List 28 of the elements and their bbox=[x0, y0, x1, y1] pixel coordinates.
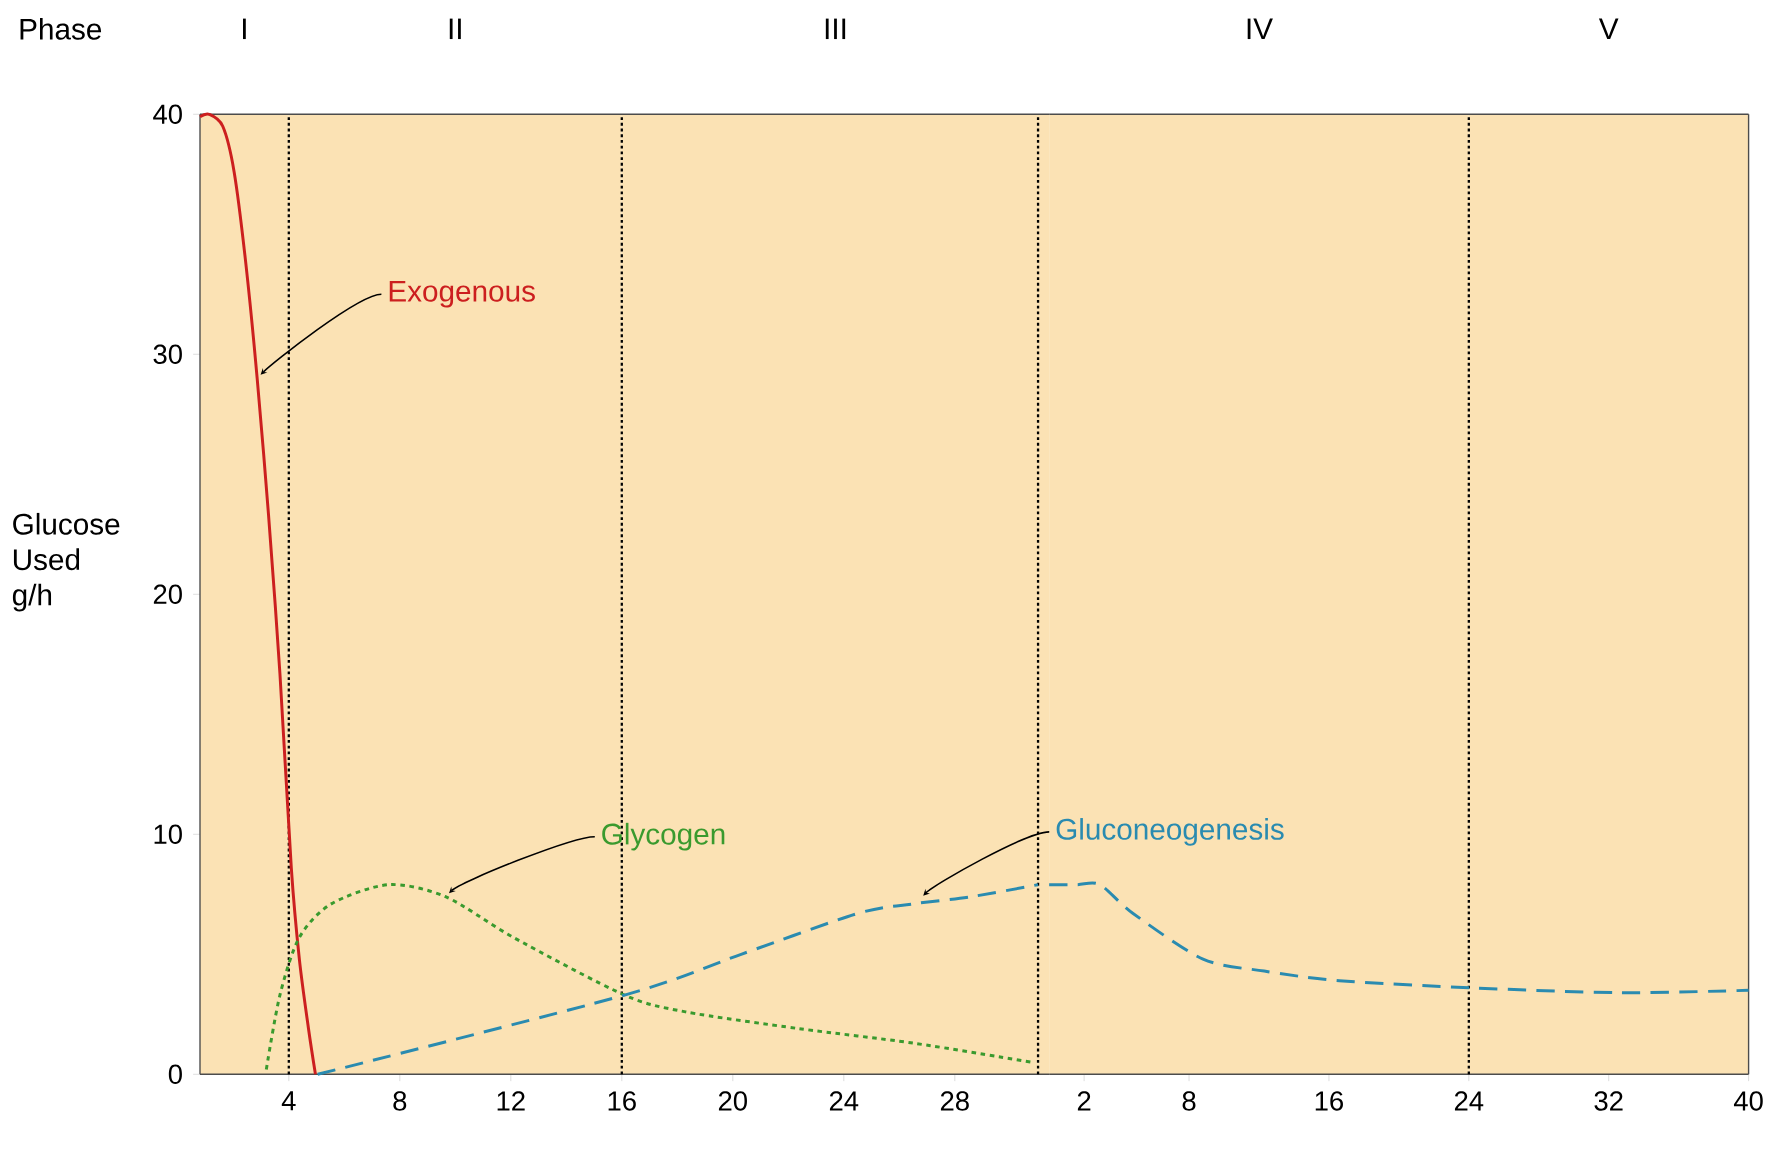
band-label: II bbox=[449, 18, 461, 40]
y-tick-label: 30 bbox=[153, 344, 182, 365]
x-tick-label: 12 bbox=[497, 1091, 525, 1111]
band-label: I bbox=[243, 18, 246, 40]
x-tick-label: 24 bbox=[829, 1091, 859, 1111]
band-label: V bbox=[1598, 18, 1619, 40]
y-tick-label: 20 bbox=[153, 584, 182, 605]
x-tick-label: 32 bbox=[1594, 1091, 1623, 1111]
text: Glycogen bbox=[602, 822, 725, 851]
x-tick-label: 16 bbox=[608, 1091, 636, 1111]
text: Phase bbox=[20, 17, 102, 40]
y-tick-label: 10 bbox=[154, 824, 182, 845]
x-tick-label: 4 bbox=[281, 1091, 296, 1111]
y-axis-title: Glucose Used g/h bbox=[12, 512, 120, 612]
x-tick-label: 8 bbox=[1182, 1091, 1196, 1111]
band-label: III bbox=[825, 18, 846, 40]
x-tick-label: 16 bbox=[1315, 1091, 1343, 1111]
x-tick-label: 20 bbox=[718, 1091, 747, 1111]
x-tick-label: 28 bbox=[940, 1091, 969, 1111]
y-tick-label: 0 bbox=[168, 1064, 182, 1085]
series-label: Gluconeogenesis bbox=[1056, 818, 1284, 846]
x-tick-label: 8 bbox=[393, 1091, 407, 1111]
band-label: IV bbox=[1247, 18, 1273, 40]
text: Exogenous bbox=[389, 281, 535, 308]
x-tick-label: 40 bbox=[1733, 1091, 1763, 1111]
x-tick-label: 2 bbox=[1077, 1091, 1091, 1111]
x-tick-label: 24 bbox=[1454, 1091, 1484, 1111]
y-tick-label: 40 bbox=[153, 104, 182, 125]
